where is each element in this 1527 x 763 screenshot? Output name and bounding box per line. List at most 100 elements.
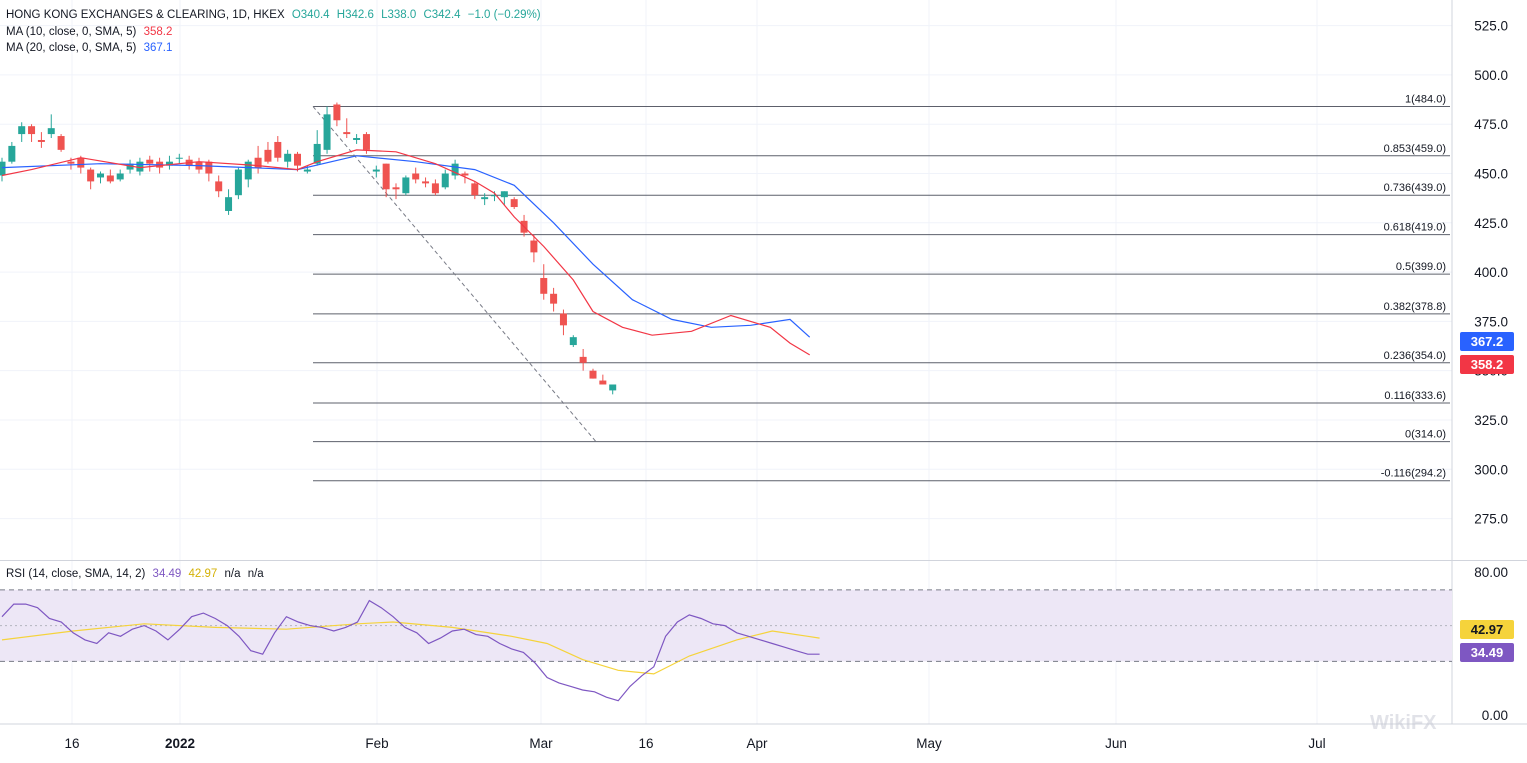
candle — [244, 159, 252, 188]
candle-body — [550, 293, 558, 304]
candle — [8, 141, 16, 164]
candle-body — [225, 197, 233, 211]
time-tick-label: 16 — [638, 736, 653, 751]
time-tick-label: May — [916, 736, 942, 751]
close-value: C342.4 — [423, 9, 461, 21]
candle — [441, 169, 449, 190]
candle — [284, 149, 292, 168]
candle-body — [106, 175, 114, 182]
candle — [412, 167, 420, 184]
ma20-price-tag: 367.2 — [1460, 332, 1514, 351]
candle-body — [264, 149, 272, 162]
rsi-label: RSI (14, close, SMA, 14, 2) — [6, 568, 146, 580]
open-value: O340.4 — [291, 9, 330, 21]
price-tick-label: 525.0 — [1474, 19, 1508, 34]
candle — [313, 130, 321, 166]
candle — [323, 106, 331, 154]
candle — [294, 151, 301, 172]
fib-level-label: 0.382(378.8) — [1384, 301, 1446, 313]
candle-body — [205, 161, 213, 174]
candle-body — [234, 169, 242, 196]
candle — [353, 134, 361, 144]
candle-body — [422, 181, 430, 184]
candle — [343, 118, 351, 139]
candle-body — [441, 173, 449, 188]
candle — [569, 335, 577, 348]
candle-body — [136, 161, 144, 172]
rsi-ma-line — [1, 621, 820, 675]
candle-body — [0, 161, 6, 176]
candle-body — [353, 138, 361, 140]
ma10-price-tag: 358.2 — [1460, 355, 1514, 374]
candle — [106, 169, 114, 184]
candle — [609, 384, 617, 395]
fib-level-label: 0.853(459.0) — [1384, 143, 1446, 155]
candle — [500, 191, 508, 206]
candle-body — [274, 141, 282, 158]
candle — [87, 167, 95, 190]
high-value: H342.6 — [336, 9, 374, 21]
ma20-legend: MA (20, close, 0, SMA, 5) 367.1 — [6, 41, 176, 55]
price-tick-label: 425.0 — [1474, 216, 1508, 231]
price-tick-label: 275.0 — [1474, 512, 1508, 527]
candle-body — [97, 173, 104, 178]
candle-body — [402, 177, 410, 194]
fib-level-label: 0.618(419.0) — [1384, 222, 1446, 234]
ma20-value: 367.1 — [143, 42, 173, 54]
price-tick-label: 400.0 — [1474, 265, 1508, 280]
price-tick-label: 325.0 — [1474, 413, 1508, 428]
candle-body — [589, 370, 597, 379]
candle — [589, 368, 597, 379]
candle — [126, 159, 134, 174]
candle — [28, 124, 36, 142]
candle-body — [8, 145, 16, 162]
candle-body — [500, 191, 508, 198]
candle — [579, 348, 587, 371]
candle-body — [116, 173, 124, 180]
candle-body — [37, 139, 45, 142]
candle — [550, 287, 558, 312]
fib-level-label: 0(314.0) — [1405, 429, 1446, 441]
candle-body — [175, 157, 183, 159]
symbol-legend: HONG KONG EXCHANGES & CLEARING, 1D, HKEX… — [6, 8, 545, 22]
candle-body — [343, 132, 351, 135]
ma10-legend: MA (10, close, 0, SMA, 5) 358.2 — [6, 25, 176, 39]
time-tick-label: Mar — [529, 736, 553, 751]
fib-level-label: 0.116(333.6) — [1384, 390, 1446, 402]
rsi-tick-label: 80.00 — [1474, 565, 1508, 580]
price-tick-label: 450.0 — [1474, 167, 1508, 182]
fib-level-label: 0.5(399.0) — [1396, 261, 1446, 273]
rsi-na-1: n/a — [224, 568, 241, 580]
price-tick-label: 500.0 — [1474, 68, 1508, 83]
candle — [559, 309, 567, 336]
candle-body — [569, 337, 577, 346]
candle-body — [412, 173, 420, 180]
candle — [234, 167, 242, 200]
candle — [372, 165, 380, 178]
candle-body — [146, 159, 154, 164]
candle — [47, 114, 55, 139]
candle — [431, 179, 439, 196]
ma10-line — [1, 149, 811, 356]
rsi-value: 34.49 — [152, 568, 182, 580]
candle-body — [47, 128, 55, 135]
change-value: −1.0 (−0.29%) — [467, 9, 541, 21]
watermark-logo: WikiFX — [1370, 712, 1437, 734]
candle-body — [333, 104, 341, 121]
candle-body — [323, 114, 331, 150]
candle-body — [254, 157, 262, 168]
rsi-na-2: n/a — [247, 568, 264, 580]
candle-body — [372, 169, 380, 172]
symbol-title: HONG KONG EXCHANGES & CLEARING, 1D, HKEX — [6, 9, 285, 21]
rsi-ma-value: 42.97 — [188, 568, 218, 580]
ma10-label: MA (10, close, 0, SMA, 5) — [6, 26, 137, 38]
fib-level-label: -0.116(294.2) — [1381, 468, 1446, 480]
candle — [422, 177, 430, 188]
ma20-line — [1, 155, 811, 338]
candle — [530, 234, 538, 263]
candle-body — [215, 181, 223, 192]
candle — [97, 171, 104, 184]
candle — [540, 264, 548, 300]
